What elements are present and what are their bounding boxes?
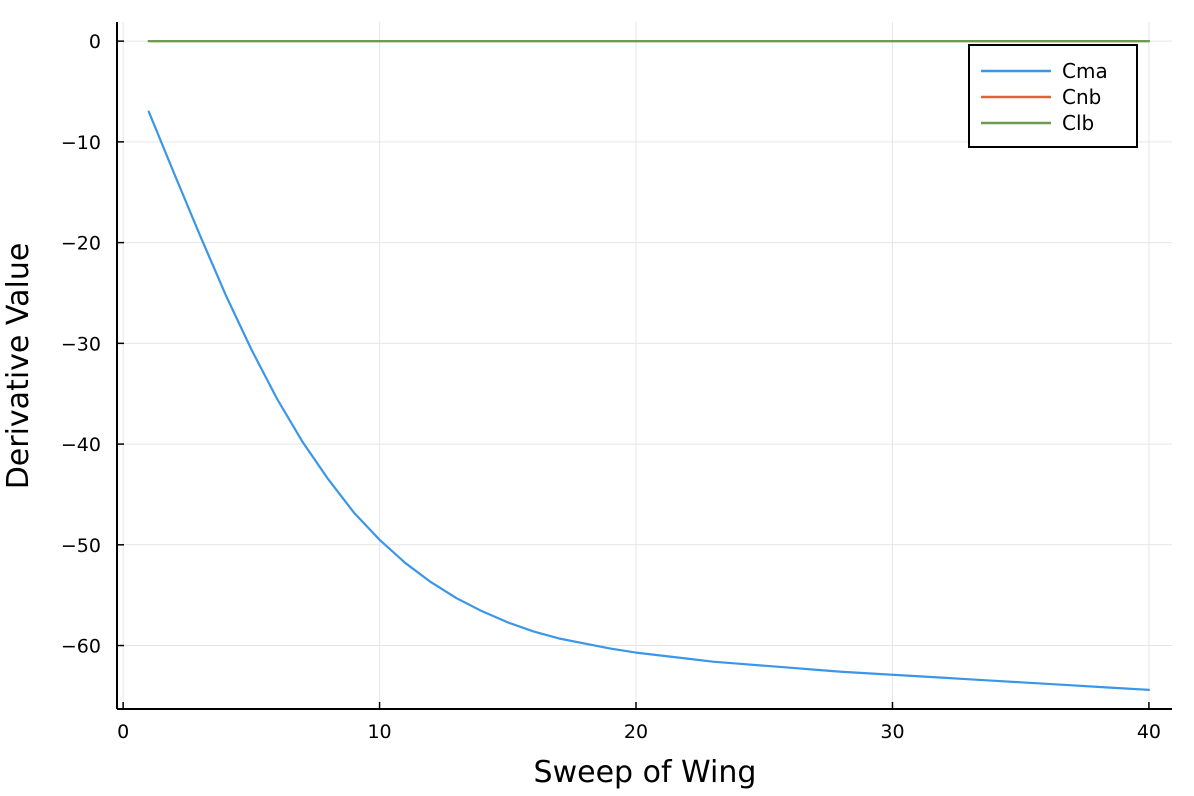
x-tick-labels: 0 10 20 30 40	[117, 702, 1161, 743]
axes	[116, 22, 1172, 710]
y-tick-label: −30	[61, 333, 101, 355]
x-tick-label: 20	[624, 721, 648, 743]
legend-label-cma: Cma	[1062, 59, 1108, 83]
y-tick-label: −40	[61, 434, 101, 456]
x-tick-label: 10	[367, 721, 391, 743]
y-tick-label: −50	[61, 535, 101, 557]
series-lines	[147, 40, 1151, 691]
x-tick-label: 30	[880, 721, 904, 743]
legend-label-cnb: Cnb	[1062, 85, 1101, 109]
y-tick-labels: 0 −10 −20 −30 −40 −50 −60	[61, 31, 124, 658]
y-tick-label: −60	[61, 636, 101, 658]
y-axis-title: Derivative Value	[1, 243, 36, 490]
series-line-cma	[147, 110, 1151, 691]
x-axis-title: Sweep of Wing	[534, 755, 757, 790]
y-tick-label: 0	[89, 31, 101, 53]
x-tick-label: 0	[117, 721, 129, 743]
grid	[118, 22, 1172, 708]
x-tick-label: 40	[1137, 721, 1161, 743]
legend-label-clb: Clb	[1062, 111, 1094, 135]
y-tick-label: −10	[61, 132, 101, 154]
y-tick-label: −20	[61, 233, 101, 255]
